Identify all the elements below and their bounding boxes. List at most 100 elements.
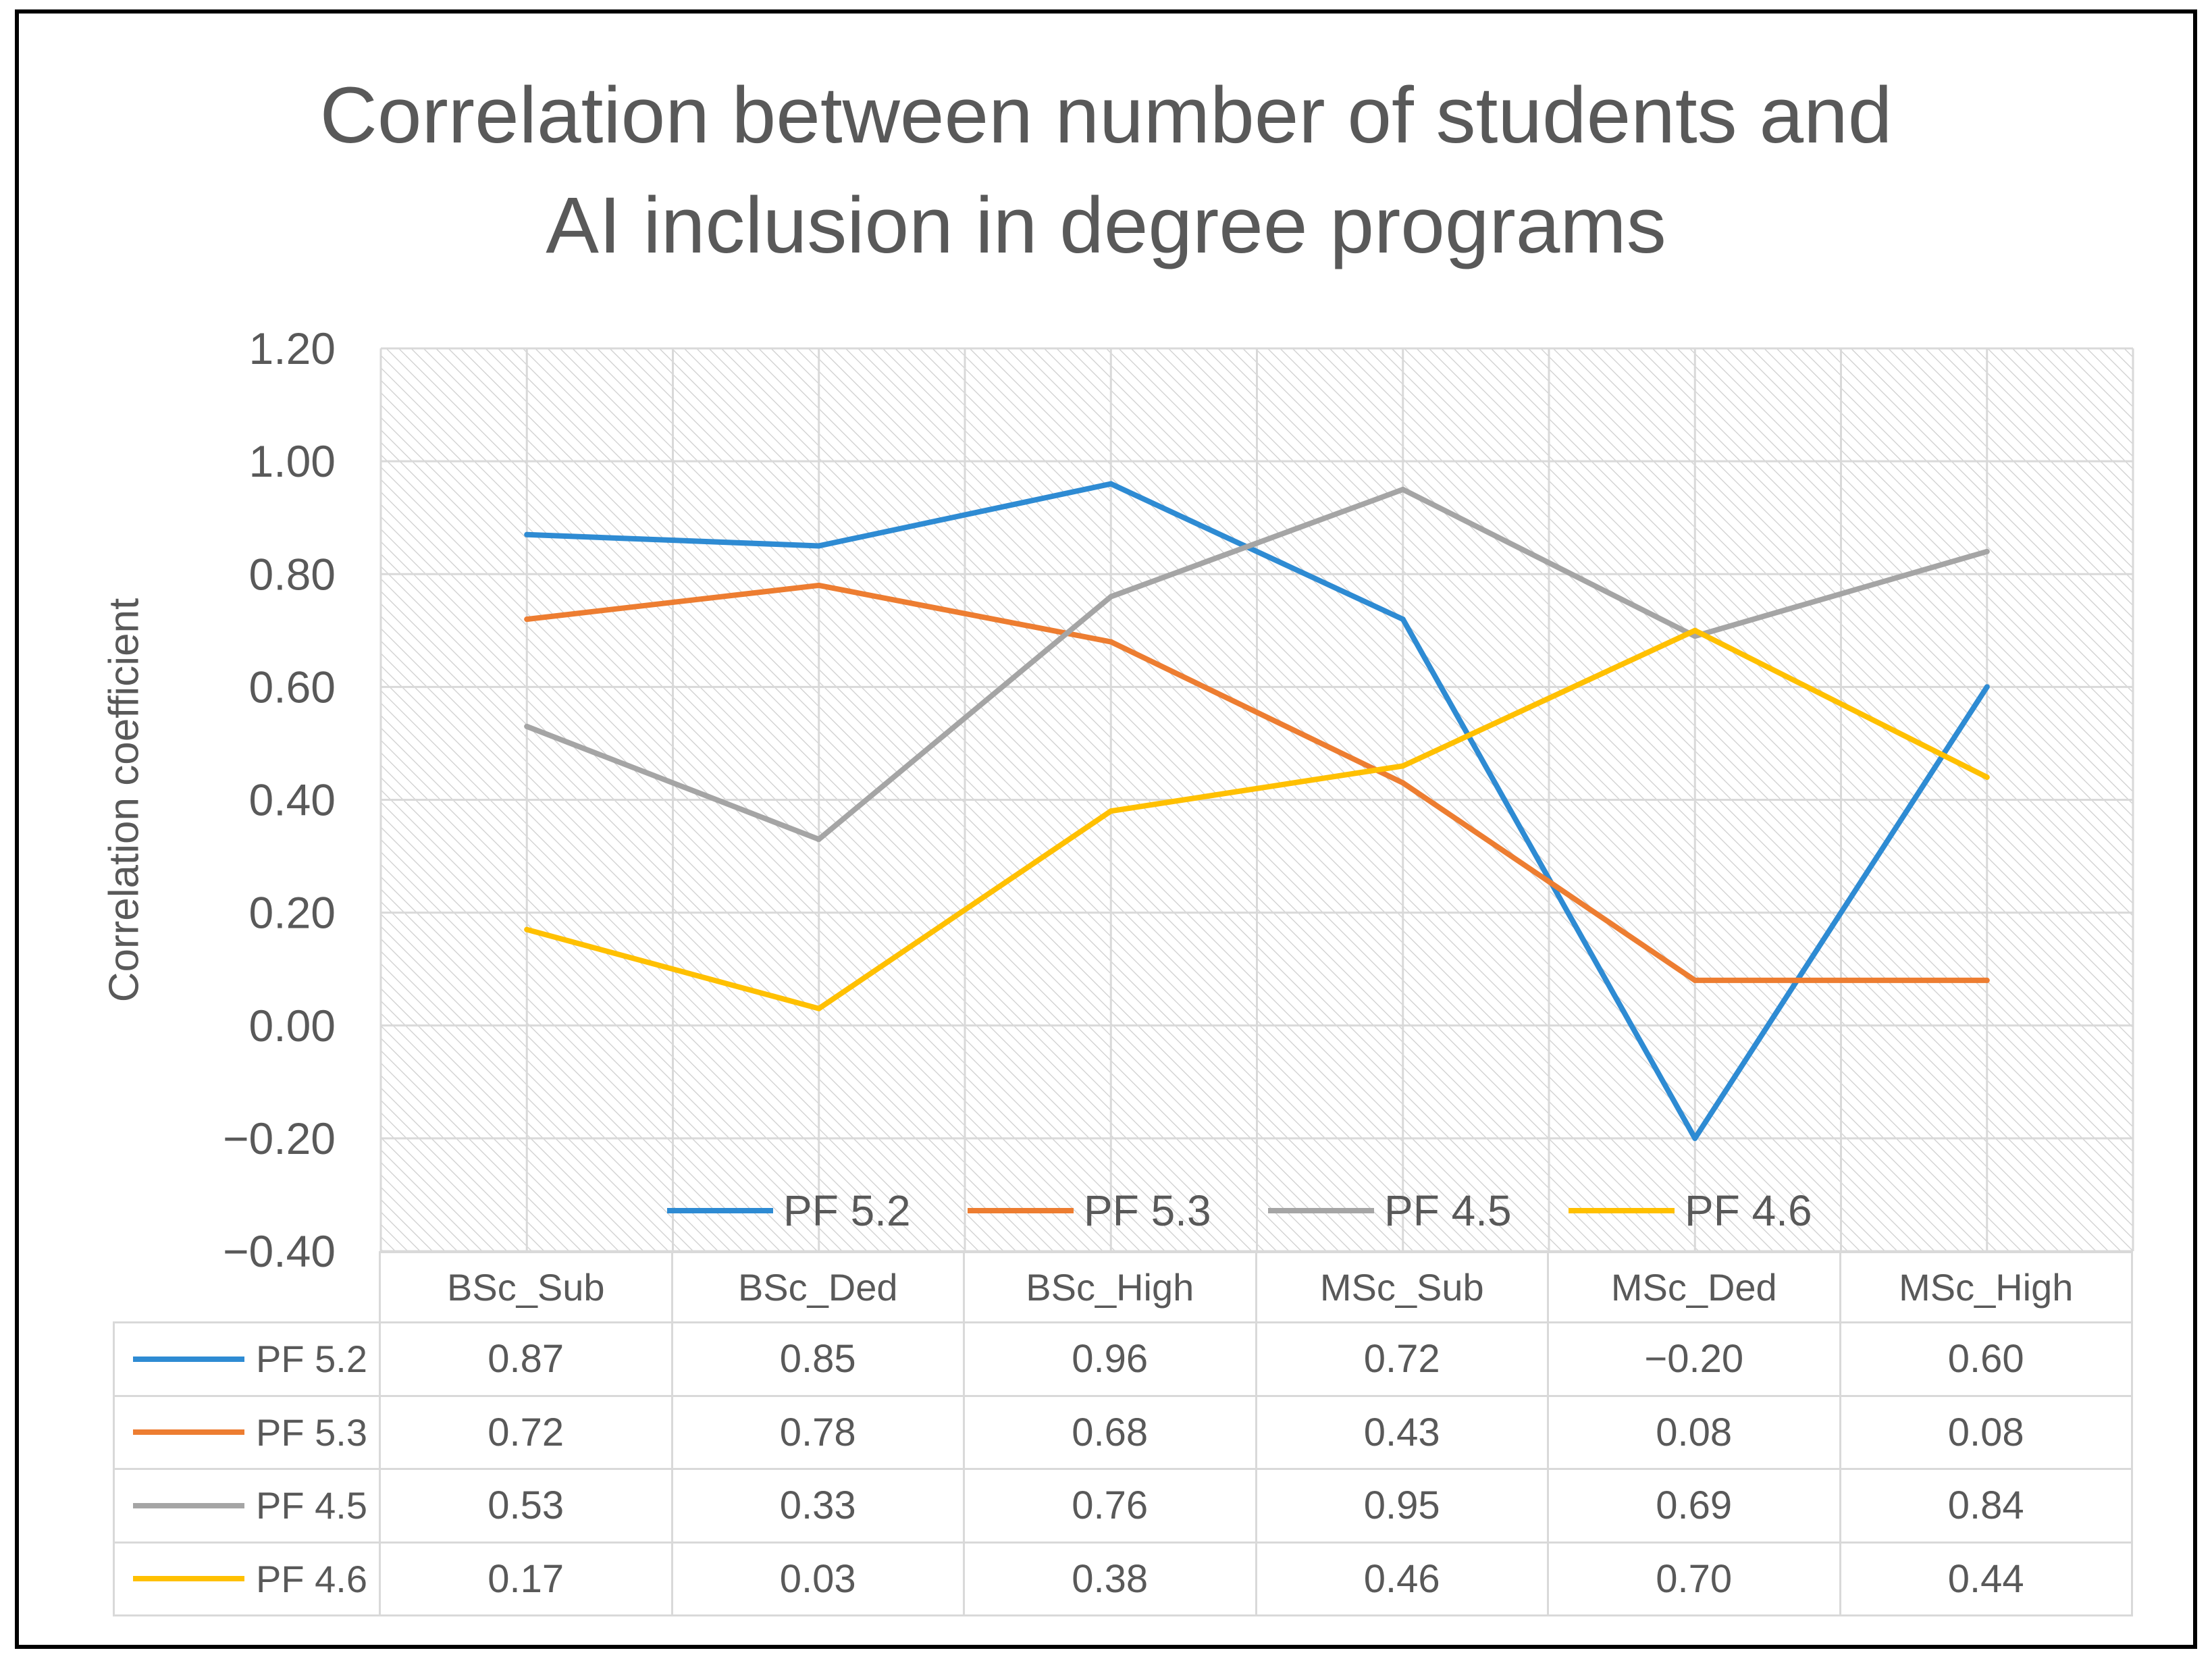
legend-item-pf-4-6: PF 4.6 [1569, 1184, 1869, 1238]
legend-label: PF 5.3 [1084, 1186, 1211, 1235]
data-point-pf-5-2 [1108, 481, 1114, 487]
y-axis-tick-labels: 1.20 1.00 0.80 0.60 0.40 0.20 0.00 −0.20 −0.40 [223, 323, 336, 1276]
data-point-pf-5-2 [1692, 1135, 1698, 1141]
table-row-label: PF 4.6 [113, 1543, 381, 1616]
y-tick-label: 0.60 [249, 662, 336, 712]
y-tick-label: −0.40 [223, 1226, 336, 1276]
table-header-cell: BSc_Ded [673, 1251, 965, 1323]
table-cell: 0.85 [673, 1323, 965, 1397]
table-cell: 0.60 [1841, 1323, 2133, 1397]
table-header-cell: BSc_Sub [381, 1251, 673, 1323]
table-legend-key [133, 1576, 244, 1582]
data-point-pf-4-6 [1108, 808, 1114, 814]
y-axis-title: Correlation coefficient [101, 598, 148, 1003]
legend: PF 5.2 PF 5.3 PF 4.5 PF 4.6 [667, 1184, 1869, 1238]
y-tick-label: 0.40 [249, 775, 336, 825]
table-row-label-text: PF 4.6 [256, 1557, 367, 1600]
data-point-pf-4-5 [1400, 486, 1406, 492]
table-cell: 0.70 [1549, 1543, 1841, 1616]
chart-title: Correlation between number of students a… [319, 71, 1893, 270]
series-line-pf-4-5 [524, 486, 1990, 842]
table-row-label: PF 4.5 [113, 1470, 381, 1544]
series-line-pf-5-2 [524, 481, 1990, 1141]
table-cell: 0.72 [1257, 1323, 1549, 1397]
table-cell: 0.78 [673, 1396, 965, 1470]
table-cell: 0.38 [965, 1543, 1257, 1616]
y-tick-label: 1.00 [249, 436, 336, 486]
table-cell: 0.44 [1841, 1543, 2133, 1616]
table-cell: 0.43 [1257, 1396, 1549, 1470]
table-cell: 0.96 [965, 1323, 1257, 1397]
data-point-pf-4-6 [1984, 774, 1990, 781]
chart-frame [15, 9, 2197, 1649]
table-row-label: PF 5.2 [113, 1323, 381, 1397]
table-header-cell: MSc_Ded [1549, 1251, 1841, 1323]
legend-item-pf-5-2: PF 5.2 [667, 1184, 968, 1238]
table-header-cell: BSc_High [965, 1251, 1257, 1323]
series-lines [524, 481, 1990, 1141]
table-cell: 0.53 [381, 1470, 673, 1544]
data-point-pf-4-6 [816, 1005, 822, 1011]
data-point-pf-5-3 [1984, 977, 1990, 983]
table-cell: 0.87 [381, 1323, 673, 1397]
data-point-pf-5-3 [816, 582, 822, 588]
legend-label: PF 5.2 [783, 1186, 911, 1235]
data-point-pf-4-5 [816, 836, 822, 842]
table-cell: 0.03 [673, 1543, 965, 1616]
table-cell: 0.17 [381, 1543, 673, 1616]
legend-swatch [1268, 1208, 1374, 1213]
table-cell: 0.46 [1257, 1543, 1549, 1616]
legend-swatch [968, 1208, 1074, 1213]
table-header-cell: MSc_High [1841, 1251, 2133, 1323]
table-cell: 0.08 [1841, 1396, 2133, 1470]
table-legend-key [133, 1356, 244, 1362]
table-row-label: PF 5.3 [113, 1396, 381, 1470]
legend-swatch [667, 1208, 773, 1213]
data-point-pf-4-5 [1692, 633, 1698, 639]
y-tick-label: 0.80 [249, 549, 336, 599]
data-point-pf-5-2 [524, 531, 530, 537]
table-legend-key [133, 1502, 244, 1508]
table-header-cell: MSc_Sub [1257, 1251, 1549, 1323]
data-point-pf-4-5 [1108, 594, 1114, 600]
table-corner [113, 1251, 381, 1323]
table-cell: 0.33 [673, 1470, 965, 1544]
legend-label: PF 4.6 [1685, 1186, 1812, 1235]
data-point-pf-5-3 [524, 616, 530, 623]
data-point-pf-4-5 [1984, 548, 1990, 554]
table-row-label-text: PF 5.3 [256, 1411, 367, 1454]
legend-label: PF 4.5 [1384, 1186, 1512, 1235]
legend-swatch [1569, 1208, 1675, 1213]
table-cell: 0.84 [1841, 1470, 2133, 1544]
data-point-pf-4-6 [524, 926, 530, 932]
series-line-pf-5-3 [524, 582, 1990, 983]
table-cell: −0.20 [1549, 1323, 1841, 1397]
legend-item-pf-5-3: PF 5.3 [968, 1184, 1268, 1238]
data-table: BSc_Sub BSc_Ded BSc_High MSc_Sub MSc_Ded MSc_… [113, 1251, 2133, 1616]
table-cell: 0.76 [965, 1470, 1257, 1544]
table-cell: 0.68 [965, 1396, 1257, 1470]
data-point-pf-5-2 [1984, 684, 1990, 690]
y-tick-label: −0.20 [223, 1113, 336, 1163]
series-line-pf-4-6 [524, 627, 1990, 1011]
data-point-pf-5-3 [1400, 780, 1406, 786]
data-point-pf-5-3 [1692, 977, 1698, 983]
data-point-pf-4-6 [1692, 627, 1698, 633]
table-cell: 0.08 [1549, 1396, 1841, 1470]
horizontal-gridlines [381, 347, 2133, 1253]
y-tick-label: 0.00 [249, 1001, 336, 1051]
table-cell: 0.95 [1257, 1470, 1549, 1544]
table-cell: 0.69 [1549, 1470, 1841, 1544]
table-legend-key [133, 1429, 244, 1436]
data-point-pf-5-2 [1400, 616, 1406, 623]
data-point-pf-5-2 [816, 543, 822, 549]
data-point-pf-4-6 [1400, 763, 1406, 769]
legend-item-pf-4-5: PF 4.5 [1268, 1184, 1569, 1238]
data-point-pf-5-3 [1108, 639, 1114, 645]
table-cell: 0.72 [381, 1396, 673, 1470]
y-tick-label: 1.20 [249, 323, 336, 373]
data-point-pf-4-5 [524, 723, 530, 729]
table-row-label-text: PF 4.5 [256, 1484, 367, 1527]
table-row-label-text: PF 5.2 [256, 1338, 367, 1381]
